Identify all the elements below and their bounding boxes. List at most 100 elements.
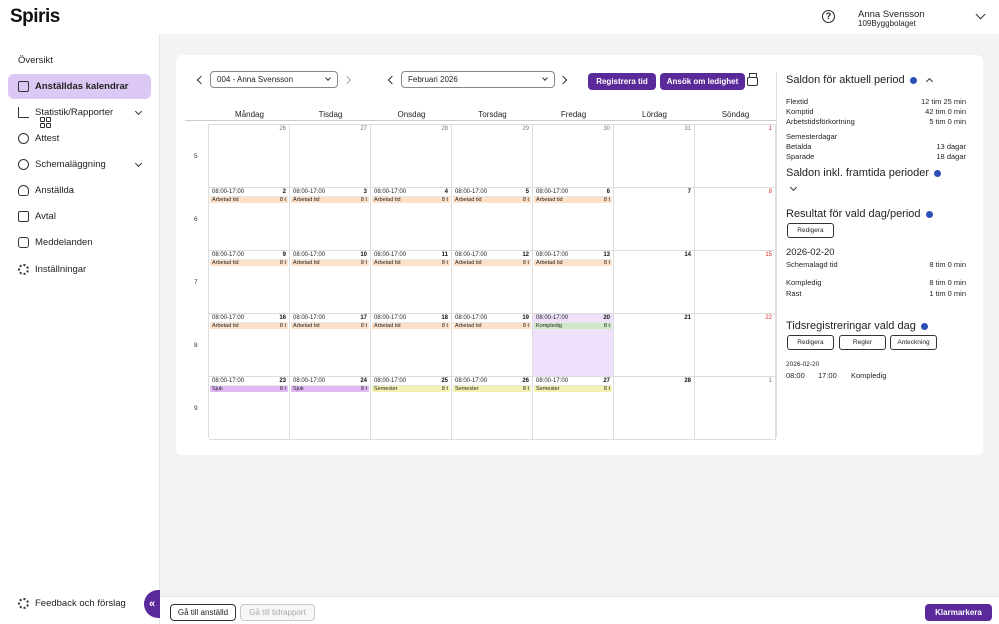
calendar-day-cell[interactable]: 11 08:00-17:00 Arbetad tid 8 t [371,251,452,314]
calendar-event[interactable]: Arbetad tid 8 t [372,259,450,266]
calendar-day-cell[interactable]: 9 08:00-17:00 Arbetad tid 8 t [209,251,290,314]
sidebar-item-contracts[interactable]: Avtal [8,204,151,229]
calendar-day-cell[interactable]: 16 08:00-17:00 Arbetad tid 8 t [209,314,290,377]
next-employee-icon[interactable] [342,75,352,85]
calendar-event[interactable]: Arbetad tid 8 t [534,196,612,203]
calendar-day-cell[interactable]: 4 08:00-17:00 Arbetad tid 8 t [371,188,452,251]
next-month-icon[interactable] [558,75,568,85]
user-name[interactable]: Anna Svensson [858,9,925,20]
calendar-event[interactable]: Arbetad tid 8 t [210,322,288,329]
day-number: 26 [522,378,529,384]
sidebar-item-messages[interactable]: Meddelanden [8,230,151,255]
calendar-day-cell[interactable]: 18 08:00-17:00 Arbetad tid 8 t [371,314,452,377]
calendar-event[interactable]: Kompledig 8 t [534,322,612,329]
info-icon[interactable] [934,169,942,177]
user-company[interactable]: 109Byggbolaget [858,19,916,28]
calendar-day-cell[interactable]: 21 [614,314,695,377]
calendar-day-cell[interactable]: 17 08:00-17:00 Arbetad tid 8 t [290,314,371,377]
result-edit-button[interactable]: Redigera [787,223,834,238]
print-icon[interactable] [747,73,758,86]
month-select[interactable]: Februari 2026 [401,71,555,88]
sidebar-item-scheduling[interactable]: Schemaläggning [8,152,151,177]
note-button[interactable]: Anteckning [890,335,937,350]
chevron-down-icon[interactable] [975,9,986,20]
sidebar-item-attest[interactable]: Attest [8,126,151,151]
balance-row: Komptid 42 tim 0 min [786,107,966,116]
calendar-day-cell[interactable]: 26 08:00-17:00 Semester 8 t [452,377,533,440]
calendar-day-cell[interactable]: 31 [614,125,695,188]
sidebar-item-statistics[interactable]: Statistik/Rapporter [8,100,151,125]
info-icon[interactable] [920,322,928,330]
calendar-day-cell[interactable]: 22 [695,314,776,377]
scheduled-time: 08:00-17:00 [293,189,326,195]
calendar-day-cell[interactable]: 8 [695,188,776,251]
calendar-event[interactable]: Arbetad tid 8 t [372,196,450,203]
calendar-day-cell[interactable]: 15 [695,251,776,314]
event-hours: 8 t [522,386,529,392]
chevron-down-icon[interactable] [134,159,143,168]
calendar-day-cell[interactable]: 5 08:00-17:00 Arbetad tid 8 t [452,188,533,251]
calendar-day-cell[interactable]: 24 08:00-17:00 Sjuk 8 t [290,377,371,440]
calendar-event[interactable]: Arbetad tid 8 t [291,259,369,266]
sidebar-item-calendars[interactable]: Anställdas kalendrar [8,74,151,99]
calendar-day-cell[interactable]: 14 [614,251,695,314]
calendar-day-cell[interactable]: 28 [371,125,452,188]
calendar-event[interactable]: Arbetad tid 8 t [453,259,531,266]
calendar-day-cell[interactable]: 30 [533,125,614,188]
calendar-event[interactable]: Semester 8 t [372,385,450,392]
calendar-event[interactable]: Arbetad tid 8 t [453,196,531,203]
employee-select[interactable]: 004 - Anna Svensson [210,71,338,88]
calendar-event[interactable]: Sjuk 8 t [291,385,369,392]
calendar-event[interactable]: Semester 8 t [453,385,531,392]
sidebar-item-settings[interactable]: Inställningar [8,257,151,282]
calendar-event[interactable]: Semester 8 t [534,385,612,392]
calendar-day-cell[interactable]: 3 08:00-17:00 Arbetad tid 8 t [290,188,371,251]
chevron-down-icon[interactable] [789,183,798,192]
calendar-day-cell[interactable]: 20 08:00-17:00 Kompledig 8 t [533,314,614,377]
calendar-event[interactable]: Arbetad tid 8 t [210,259,288,266]
help-icon[interactable]: ? [822,10,835,23]
info-icon[interactable] [909,76,917,84]
calendar-event[interactable]: Arbetad tid 8 t [210,196,288,203]
info-icon[interactable] [925,210,933,218]
calendar-day-cell[interactable]: 23 08:00-17:00 Sjuk 8 t [209,377,290,440]
calendar-event[interactable]: Arbetad tid 8 t [291,196,369,203]
prev-month-icon[interactable] [387,75,397,85]
approve-button[interactable]: Klarmarkera [925,604,992,621]
calendar-day-cell[interactable]: 1 [695,377,776,440]
goto-employee-button[interactable]: Gå till anställd [170,604,236,621]
calendar-day-cell[interactable]: 2 08:00-17:00 Arbetad tid 8 t [209,188,290,251]
calendar-day-cell[interactable]: 26 [209,125,290,188]
chevron-up-icon[interactable] [925,77,934,86]
sidebar-item-feedback[interactable]: Feedback och förslag [8,591,151,616]
calendar-event[interactable]: Arbetad tid 8 t [291,322,369,329]
sidebar-item-employees[interactable]: Anställda [8,178,151,203]
calendar-day-cell[interactable]: 28 [614,377,695,440]
calendar-event[interactable]: Arbetad tid 8 t [534,259,612,266]
calendar-day-cell[interactable]: 7 [614,188,695,251]
scheduled-time: 08:00-17:00 [374,252,407,258]
calendar-event[interactable]: Arbetad tid 8 t [453,322,531,329]
collapse-sidebar-button[interactable]: « [144,590,160,618]
rules-button[interactable]: Regler [839,335,886,350]
calendar-day-cell[interactable]: 6 08:00-17:00 Arbetad tid 8 t [533,188,614,251]
calendar-event[interactable]: Arbetad tid 8 t [372,322,450,329]
request-leave-button[interactable]: Ansök om ledighet [660,73,745,90]
calendar-day-cell[interactable]: 13 08:00-17:00 Arbetad tid 8 t [533,251,614,314]
sidebar-item-oversikt[interactable]: Översikt [8,48,151,128]
calendar-day-cell[interactable]: 29 [452,125,533,188]
calendar-day-cell[interactable]: 1 [695,125,776,188]
chevron-down-icon[interactable] [134,107,143,116]
logo[interactable]: Spiris [10,6,60,27]
calendar-day-cell[interactable]: 12 08:00-17:00 Arbetad tid 8 t [452,251,533,314]
calendar-day-cell[interactable]: 25 08:00-17:00 Semester 8 t [371,377,452,440]
prev-employee-icon[interactable] [196,75,206,85]
goto-report-button[interactable]: Gå till tidrapport [240,604,315,621]
register-time-button[interactable]: Registrera tid [588,73,656,90]
calendar-event[interactable]: Sjuk 8 t [210,385,288,392]
calendar-day-cell[interactable]: 27 08:00-17:00 Semester 8 t [533,377,614,440]
calendar-day-cell[interactable]: 10 08:00-17:00 Arbetad tid 8 t [290,251,371,314]
calendar-day-cell[interactable]: 27 [290,125,371,188]
calendar-day-cell[interactable]: 19 08:00-17:00 Arbetad tid 8 t [452,314,533,377]
registration-edit-button[interactable]: Redigera [787,335,834,350]
